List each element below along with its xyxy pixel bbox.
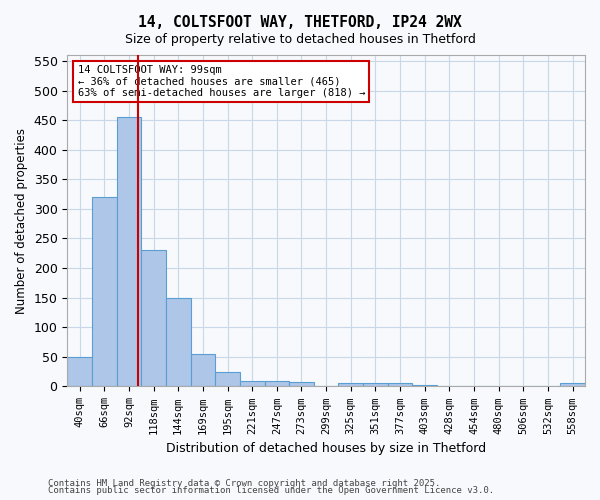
Bar — [338, 384, 363, 386]
Bar — [215, 372, 240, 386]
Bar — [265, 380, 289, 386]
Text: Contains HM Land Registry data © Crown copyright and database right 2025.: Contains HM Land Registry data © Crown c… — [48, 478, 440, 488]
Bar — [166, 298, 191, 386]
Bar — [240, 380, 265, 386]
Text: 14, COLTSFOOT WAY, THETFORD, IP24 2WX: 14, COLTSFOOT WAY, THETFORD, IP24 2WX — [138, 15, 462, 30]
Bar — [67, 357, 92, 386]
Bar — [560, 384, 585, 386]
Bar — [116, 117, 141, 386]
Bar — [412, 384, 437, 386]
Text: Size of property relative to detached houses in Thetford: Size of property relative to detached ho… — [125, 32, 475, 46]
Text: Contains public sector information licensed under the Open Government Licence v3: Contains public sector information licen… — [48, 486, 494, 495]
Text: 14 COLTSFOOT WAY: 99sqm
← 36% of detached houses are smaller (465)
63% of semi-d: 14 COLTSFOOT WAY: 99sqm ← 36% of detache… — [77, 65, 365, 98]
Y-axis label: Number of detached properties: Number of detached properties — [15, 128, 28, 314]
Bar — [388, 384, 412, 386]
Bar — [363, 384, 388, 386]
X-axis label: Distribution of detached houses by size in Thetford: Distribution of detached houses by size … — [166, 442, 486, 455]
Bar — [289, 382, 314, 386]
Bar — [92, 197, 116, 386]
Bar — [191, 354, 215, 386]
Bar — [141, 250, 166, 386]
